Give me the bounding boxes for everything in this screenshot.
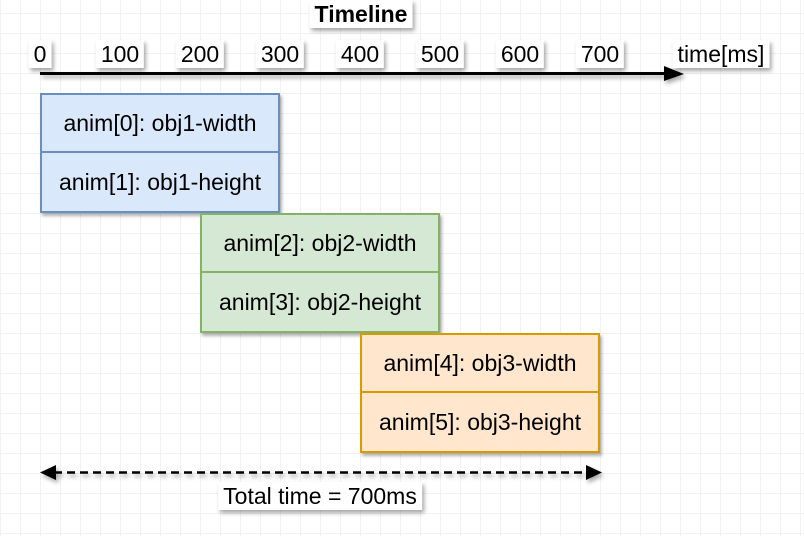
diagram-title: Timeline [309, 0, 413, 28]
track-bar-anim0: anim[0]: obj1-width [42, 95, 278, 153]
axis-tick-300: 300 [255, 40, 305, 68]
axis-tick-200: 200 [175, 40, 225, 68]
track-group-obj3: anim[4]: obj3-width anim[5]: obj3-height [360, 333, 600, 453]
track-bar-anim2: anim[2]: obj2-width [202, 215, 438, 273]
axis-tick-500: 500 [415, 40, 465, 68]
track-bar-anim3: anim[3]: obj2-height [218, 288, 421, 315]
track-bar-anim1: anim[1]: obj1-height [58, 168, 261, 195]
axis-unit-label: time[ms] [672, 40, 770, 68]
total-time-label: Total time = 700ms [218, 482, 422, 510]
track-group-obj2: anim[2]: obj2-width anim[3]: obj2-height [200, 213, 440, 333]
time-axis-line [40, 72, 668, 75]
axis-tick-400: 400 [335, 40, 385, 68]
axis-tick-0: 0 [28, 40, 52, 68]
axis-tick-600: 600 [495, 40, 545, 68]
track-group-obj1: anim[0]: obj1-width anim[1]: obj1-height [40, 93, 280, 213]
total-duration-arrow [40, 465, 602, 480]
axis-tick-700: 700 [575, 40, 625, 68]
axis-arrowhead-icon [664, 66, 684, 81]
axis-tick-100: 100 [95, 40, 145, 68]
left-arrowhead-icon [40, 465, 56, 480]
track-bar-anim5: anim[5]: obj3-height [378, 408, 581, 435]
right-arrowhead-icon [586, 465, 602, 480]
track-bar-anim4: anim[4]: obj3-width [362, 335, 598, 393]
